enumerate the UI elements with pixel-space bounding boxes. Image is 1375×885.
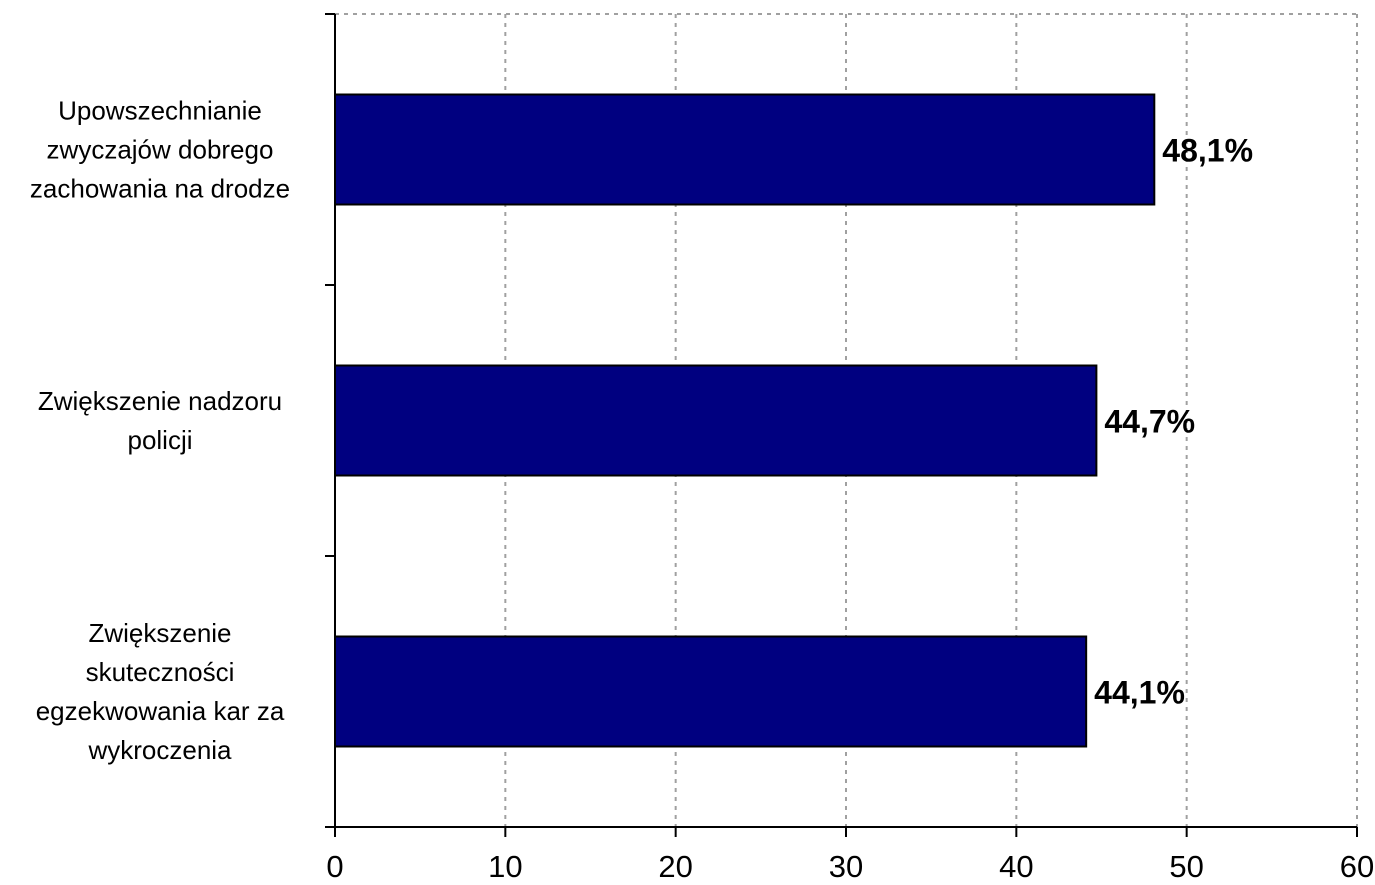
x-tick-label-20: 20 xyxy=(658,849,692,884)
category-label-line: Zwiększenie nadzoru xyxy=(38,386,282,416)
category-label-2: Zwiększenie nadzoru policji xyxy=(38,386,282,455)
category-label-1: Upowszechnianie zwyczajów dobrego zachowan… xyxy=(30,96,290,204)
data-label-3: 44,1% xyxy=(1094,675,1185,711)
x-tick-label-10: 10 xyxy=(488,849,522,884)
category-label-3: Zwiększenie skuteczności egzekwowania kar … xyxy=(36,618,285,765)
bar-1[interactable] xyxy=(334,93,1156,206)
bar-2[interactable] xyxy=(334,364,1098,477)
x-tick-label-30: 30 xyxy=(829,849,863,884)
x-tick-label-40: 40 xyxy=(999,849,1033,884)
category-label-line: zachowania na drodze xyxy=(30,174,290,204)
x-tick-label-0: 0 xyxy=(326,849,343,884)
category-label-line: egzekwowania kar za xyxy=(36,696,285,726)
category-label-line: zwyczajów dobrego xyxy=(47,135,274,165)
bar-3[interactable] xyxy=(334,635,1088,748)
x-tick-label-60: 60 xyxy=(1340,849,1374,884)
category-label-line: wykroczenia xyxy=(87,735,232,765)
data-label-2: 44,7% xyxy=(1104,404,1195,440)
data-label-1: 48,1% xyxy=(1162,133,1253,169)
x-tick-label-50: 50 xyxy=(1169,849,1203,884)
category-label-line: skuteczności xyxy=(86,657,235,687)
category-label-line: policji xyxy=(127,425,192,455)
category-label-line: Zwiększenie xyxy=(88,618,231,648)
category-label-line: Upowszechnianie xyxy=(58,96,262,126)
